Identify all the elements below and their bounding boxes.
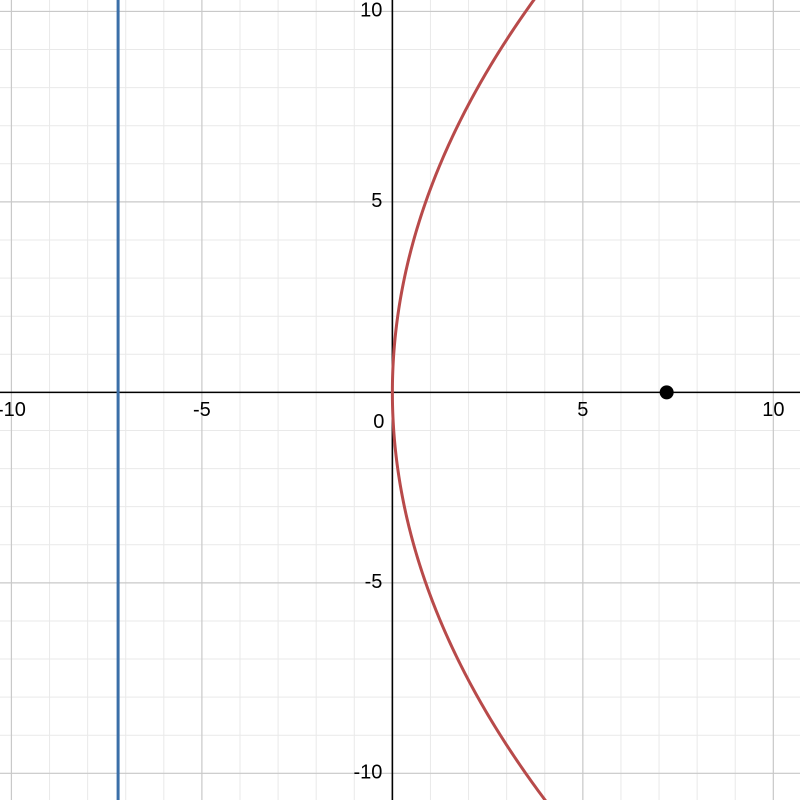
axis-tick-label: 5 — [577, 399, 588, 421]
axis-tick-label: 0 — [373, 411, 384, 433]
axis-tick-label: 10 — [762, 399, 784, 421]
axis-tick-label: -5 — [193, 399, 211, 421]
chart-svg: -10 -5 0 5 10 -10 -5 5 10 — [0, 0, 800, 800]
axis-tick-label: -10 — [353, 762, 382, 784]
cartesian-chart: -10 -5 0 5 10 -10 -5 5 10 — [0, 0, 800, 800]
axis-tick-label: 5 — [371, 190, 382, 212]
axis-tick-label: -5 — [365, 571, 383, 593]
focus-point — [660, 385, 674, 399]
axis-tick-label: 10 — [360, 0, 382, 22]
axis-tick-label: -10 — [0, 399, 26, 421]
